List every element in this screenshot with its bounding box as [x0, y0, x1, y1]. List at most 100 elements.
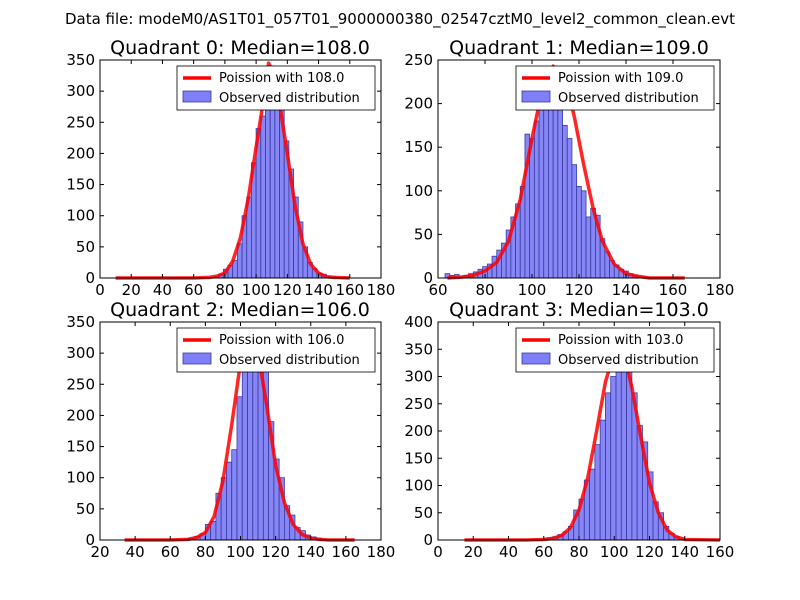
x-tick-label: 140 — [296, 543, 325, 561]
y-tick-label: 100 — [404, 182, 433, 200]
x-tick-label: 80 — [215, 281, 234, 299]
legend-bar-swatch — [521, 90, 551, 103]
legend-bar-swatch — [182, 90, 212, 103]
y-tick-label: 0 — [423, 531, 433, 549]
legend-curve-label: Poission with 106.0 — [219, 333, 344, 348]
y-tick-label: 350 — [66, 51, 95, 69]
x-tick-label: 60 — [161, 543, 180, 561]
legend-curve-label: Poission with 109.0 — [558, 71, 683, 86]
histogram-bar — [610, 376, 617, 541]
panel-title: Quadrant 1: Median=109.0 — [449, 37, 709, 59]
x-tick-label: 120 — [273, 281, 302, 299]
x-tick-label: 80 — [196, 543, 215, 561]
histogram-bar — [231, 449, 238, 541]
y-tick-label: 100 — [66, 469, 95, 487]
suptitle: Data file: modeM0/AS1T01_057T01_90000003… — [65, 10, 735, 29]
histogram-bar — [552, 85, 559, 279]
x-tick-label: 120 — [565, 281, 594, 299]
y-tick-label: 50 — [76, 500, 95, 518]
histogram-bar — [260, 115, 266, 279]
y-tick-label: 250 — [404, 51, 433, 69]
x-tick-label: 160 — [335, 281, 364, 299]
y-tick-label: 0 — [423, 269, 433, 287]
y-tick-label: 300 — [404, 368, 433, 386]
y-tick-label: 300 — [66, 344, 95, 362]
x-tick-label: 80 — [569, 543, 588, 561]
panel-title: Quadrant 2: Median=106.0 — [110, 299, 370, 321]
x-tick-label: 60 — [184, 281, 203, 299]
x-tick-label: 120 — [261, 543, 290, 561]
histogram-bar — [533, 120, 540, 279]
legend-box — [176, 327, 376, 373]
y-tick-label: 350 — [404, 340, 433, 358]
y-tick-label: 250 — [66, 375, 95, 393]
panel-quadrant-0: Quadrant 0: Median=108.0 0 20 40 60 80 100 120… — [66, 37, 395, 299]
x-tick-label: 160 — [332, 543, 361, 561]
x-tick-label: 140 — [670, 543, 699, 561]
histogram-bar — [576, 186, 582, 279]
legend-bar-label: Observed distribution — [219, 91, 360, 106]
y-tick-label: 150 — [404, 449, 433, 467]
x-tick-label: 140 — [304, 281, 333, 299]
x-tick-label: 20 — [90, 543, 109, 561]
x-tick-label: 180 — [367, 281, 396, 299]
x-tick-label: 140 — [612, 281, 641, 299]
legend-curve-label: Poission with 108.0 — [219, 71, 344, 86]
x-tick-label: 40 — [499, 543, 518, 561]
panel-title: Quadrant 3: Median=103.0 — [449, 299, 709, 321]
y-tick-label: 150 — [66, 176, 95, 194]
x-tick-label: 60 — [428, 281, 447, 299]
x-tick-label: 40 — [153, 281, 172, 299]
y-tick-label: 50 — [76, 238, 95, 256]
legend-box — [176, 65, 376, 111]
legend-bar-swatch — [182, 352, 212, 365]
legend-bar-swatch — [521, 352, 551, 365]
y-tick-label: 400 — [404, 313, 433, 331]
x-tick-label: 100 — [242, 281, 271, 299]
x-tick-label: 160 — [706, 543, 735, 561]
histogram-bar — [241, 371, 248, 541]
histogram-bar — [605, 392, 612, 541]
histogram-bar — [566, 138, 573, 279]
panel-title: Quadrant 0: Median=108.0 — [110, 37, 370, 59]
y-tick-label: 350 — [66, 313, 95, 331]
y-tick-label: 0 — [85, 531, 95, 549]
histogram-bar — [557, 94, 563, 279]
legend-bar-label: Observed distribution — [219, 353, 360, 368]
histogram-bar — [543, 90, 549, 279]
y-tick-label: 50 — [414, 504, 433, 522]
histogram-bar — [599, 419, 606, 541]
histogram-bar — [615, 359, 622, 541]
histogram-bar — [580, 190, 587, 279]
y-tick-label: 0 — [85, 269, 95, 287]
y-tick-label: 200 — [404, 422, 433, 440]
y-tick-label: 50 — [414, 225, 433, 243]
legend-bar-label: Observed distribution — [558, 353, 699, 368]
axes-frame — [99, 59, 382, 279]
histogram-bar — [562, 125, 568, 279]
x-tick-label: 20 — [464, 543, 483, 561]
histogram-bar — [226, 461, 233, 541]
histogram-bar — [265, 96, 271, 279]
histogram-bar — [529, 138, 535, 279]
x-tick-label: 0 — [95, 281, 105, 299]
panel-quadrant-3: Quadrant 3: Median=103.0 0 20 40 60 80 100 120… — [404, 299, 734, 561]
x-tick-label: 120 — [635, 543, 664, 561]
x-tick-label: 100 — [600, 543, 629, 561]
histogram-bar — [585, 216, 592, 279]
x-tick-label: 180 — [367, 543, 396, 561]
y-tick-label: 200 — [404, 95, 433, 113]
histogram-bar — [571, 164, 578, 279]
legend-box — [515, 327, 715, 373]
x-tick-label: 20 — [122, 281, 141, 299]
panel-quadrant-2: Quadrant 2: Median=106.0 20 40 60 80 100 120 1… — [66, 299, 395, 561]
histogram-bar — [594, 444, 601, 541]
legend-bar-label: Observed distribution — [558, 91, 699, 106]
legend-box — [515, 65, 715, 111]
x-tick-label: 40 — [126, 543, 145, 561]
y-tick-label: 200 — [66, 406, 95, 424]
y-tick-label: 100 — [404, 477, 433, 495]
x-tick-label: 100 — [226, 543, 255, 561]
legend-curve-label: Poission with 103.0 — [558, 333, 683, 348]
